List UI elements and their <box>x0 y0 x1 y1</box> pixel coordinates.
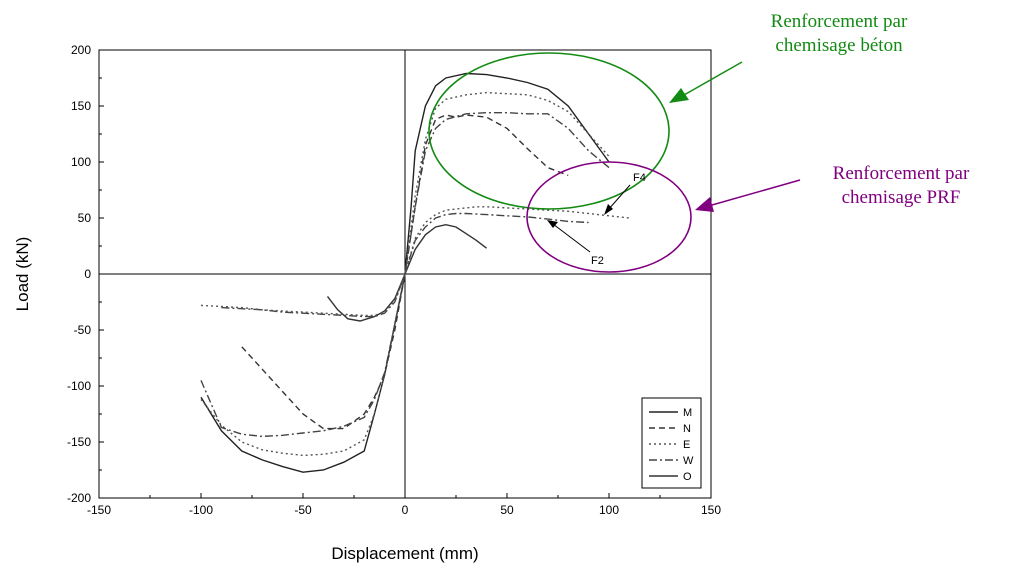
y-tick-label: -200 <box>67 491 91 505</box>
concrete-ellipse <box>428 52 670 210</box>
x-tick-label: 0 <box>402 503 409 517</box>
concrete-callout: Renforcement par chemisage béton <box>741 10 937 58</box>
frp-callout-line-2: chemisage PRF <box>841 187 961 208</box>
legend-label-e: E <box>683 439 690 451</box>
y-tick-label: -150 <box>67 435 91 449</box>
y-tick-label: 200 <box>71 43 91 57</box>
x-axis-label: Displacement (mm) <box>331 544 478 563</box>
series-group <box>200 72 630 473</box>
concrete-arrow <box>669 61 743 103</box>
svg-text:F2: F2 <box>591 255 604 267</box>
series-line-n <box>241 114 569 430</box>
axis-ticks: -150 -100 -50 0 50 100 150-200-150-100-5005010… <box>67 43 721 517</box>
series-line-m <box>200 72 610 473</box>
y-tick-label: -50 <box>74 323 92 337</box>
series-line-o <box>326 223 488 322</box>
legend-label-w: W <box>683 455 694 467</box>
frp-callout-line-1: Renforcement par <box>832 163 970 184</box>
series-line-e <box>200 91 610 457</box>
y-tick-label: 50 <box>78 211 92 225</box>
legend-label-n: N <box>683 423 691 435</box>
y-tick-label: 100 <box>71 155 91 169</box>
series-line-f4 <box>200 206 630 317</box>
legend-label-o: O <box>683 471 692 483</box>
f4-annotation: F4 <box>604 172 646 215</box>
legend-box <box>641 397 702 489</box>
concrete-callout-line-1: Renforcement par <box>770 11 908 32</box>
frp-ellipse <box>526 161 692 273</box>
y-tick-label: 150 <box>71 99 91 113</box>
x-tick-label: -150 <box>87 503 111 517</box>
legend-label-m: M <box>683 407 692 419</box>
x-tick-label: 100 <box>599 503 619 517</box>
frp-callout: Renforcement par chemisage PRF <box>803 162 999 210</box>
x-tick-label: -50 <box>294 503 312 517</box>
y-axis-label: Load (kN) <box>13 237 32 312</box>
frp-arrow <box>695 179 801 212</box>
x-tick-label: 150 <box>701 503 721 517</box>
x-tick-label: 50 <box>500 503 514 517</box>
f2-annotation: F2 <box>547 220 604 267</box>
y-tick-label: -100 <box>67 379 91 393</box>
x-tick-label: -100 <box>189 503 213 517</box>
svg-text:F4: F4 <box>633 172 646 184</box>
concrete-callout-line-2: chemisage béton <box>775 35 903 56</box>
y-tick-label: 0 <box>84 267 91 281</box>
